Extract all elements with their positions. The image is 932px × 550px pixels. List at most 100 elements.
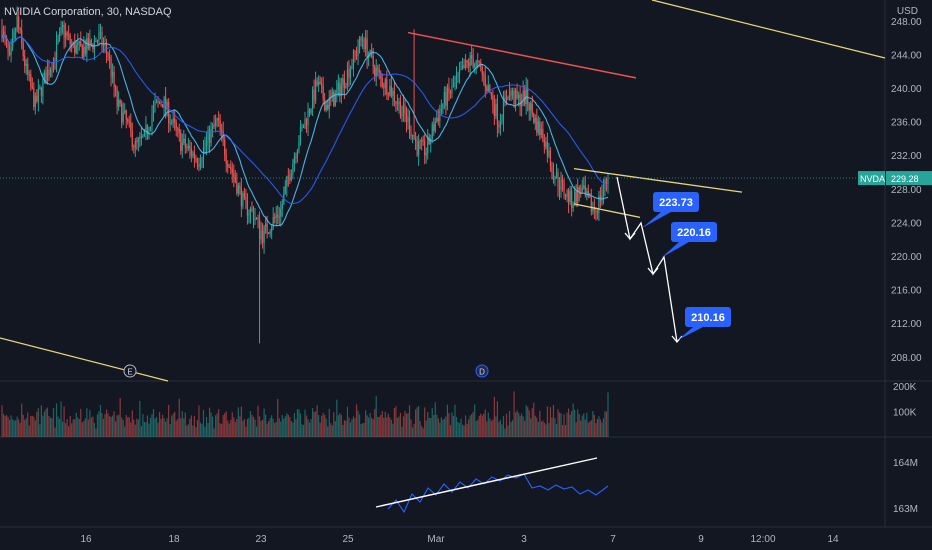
candle-body: [389, 86, 391, 96]
volume-bar: [184, 412, 186, 437]
volume-bar: [407, 413, 409, 437]
candle-body: [101, 31, 103, 47]
candle-body: [315, 80, 317, 101]
candle-body: [469, 54, 471, 67]
candle-body: [196, 158, 199, 165]
candle-body: [440, 108, 442, 111]
candle-body: [348, 69, 350, 78]
candle-body: [310, 108, 312, 114]
volume-bar: [343, 420, 345, 437]
candle-body: [352, 50, 355, 66]
volume-bar: [101, 413, 103, 437]
volume-bar: [125, 415, 127, 437]
candle-body: [595, 210, 597, 212]
volume-bar: [192, 425, 194, 437]
candle-body: [443, 91, 445, 105]
volume-bar: [113, 411, 115, 437]
candle-body: [507, 98, 509, 101]
volume-bar: [545, 424, 547, 437]
volume-bar: [187, 424, 189, 437]
candle-body: [487, 85, 489, 92]
volume-bar: [355, 404, 358, 437]
candle-body: [228, 166, 230, 168]
candle-body: [563, 182, 565, 195]
candle-body: [254, 218, 256, 221]
candle-body: [63, 24, 65, 38]
candle-body: [489, 85, 491, 93]
volume-bar: [464, 415, 467, 437]
volume-bar: [37, 408, 39, 437]
volume-bar: [564, 425, 567, 437]
price-tick-label: 244.00: [891, 50, 922, 61]
price-tick-label: 232.00: [891, 151, 922, 162]
candle-body: [405, 114, 408, 123]
candle-body: [21, 30, 23, 43]
candle-body: [198, 164, 200, 167]
candle-body: [374, 66, 376, 77]
volume-bar: [102, 418, 105, 437]
candle-body: [258, 218, 261, 240]
volume-bar: [560, 413, 562, 437]
price-tick-label: 228.00: [891, 185, 922, 196]
volume-bar: [396, 417, 399, 437]
candle-body: [28, 74, 30, 76]
volume-bar: [266, 423, 268, 437]
volume-bar: [322, 412, 324, 437]
volume-bar: [211, 416, 214, 437]
candle-body: [413, 134, 415, 140]
volume-bar: [21, 403, 23, 437]
candle-body: [561, 179, 564, 183]
volume-bar: [419, 421, 421, 437]
candle-body: [299, 127, 302, 143]
volume-bar: [289, 416, 291, 437]
volume-bar: [227, 420, 229, 437]
volume-bar: [27, 412, 29, 437]
volume-bar: [261, 419, 264, 437]
candle-body: [172, 118, 174, 123]
target-badge: [685, 307, 731, 327]
volume-bar: [284, 416, 286, 437]
volume-bar: [577, 409, 579, 437]
volume-bar: [180, 418, 182, 437]
volume-bar: [398, 416, 400, 437]
candle-body: [498, 125, 500, 128]
volume-bar: [71, 423, 73, 437]
volume-bar: [551, 417, 553, 437]
candle-body: [543, 140, 545, 148]
volume-bar: [384, 411, 386, 437]
volume-bar: [389, 417, 391, 437]
volume-bar: [36, 411, 38, 437]
volume-bar: [263, 408, 265, 437]
volume-bar: [60, 401, 62, 437]
candle-body: [210, 128, 212, 143]
volume-bar: [368, 417, 370, 437]
volume-bar: [52, 408, 55, 437]
volume-bar: [174, 411, 176, 437]
volume-bar: [483, 413, 485, 437]
candle-body: [148, 130, 150, 135]
time-tick-label: 18: [168, 534, 180, 545]
volume-bar: [587, 422, 589, 437]
candle-body: [86, 38, 88, 54]
volume-bar: [172, 413, 174, 437]
candle-body: [166, 101, 168, 110]
candle-body: [558, 186, 561, 190]
candle-body: [375, 68, 377, 77]
candle-body: [419, 141, 421, 143]
symbol-title[interactable]: NVIDIA Corporation, 30, NASDAQ: [4, 6, 172, 18]
candle-body: [213, 124, 215, 126]
candle-body: [110, 58, 112, 77]
volume-bar: [516, 410, 518, 437]
candle-body: [536, 118, 538, 133]
volume-bar: [401, 426, 403, 437]
volume-bar: [89, 410, 91, 437]
candle-body: [545, 141, 547, 148]
volume-bar: [280, 421, 282, 437]
volume-bar: [510, 421, 512, 437]
candle-body: [578, 187, 580, 192]
volume-bar: [154, 418, 156, 437]
candle-body: [225, 155, 227, 164]
volume-bar: [572, 403, 574, 437]
candle-body: [278, 216, 280, 218]
